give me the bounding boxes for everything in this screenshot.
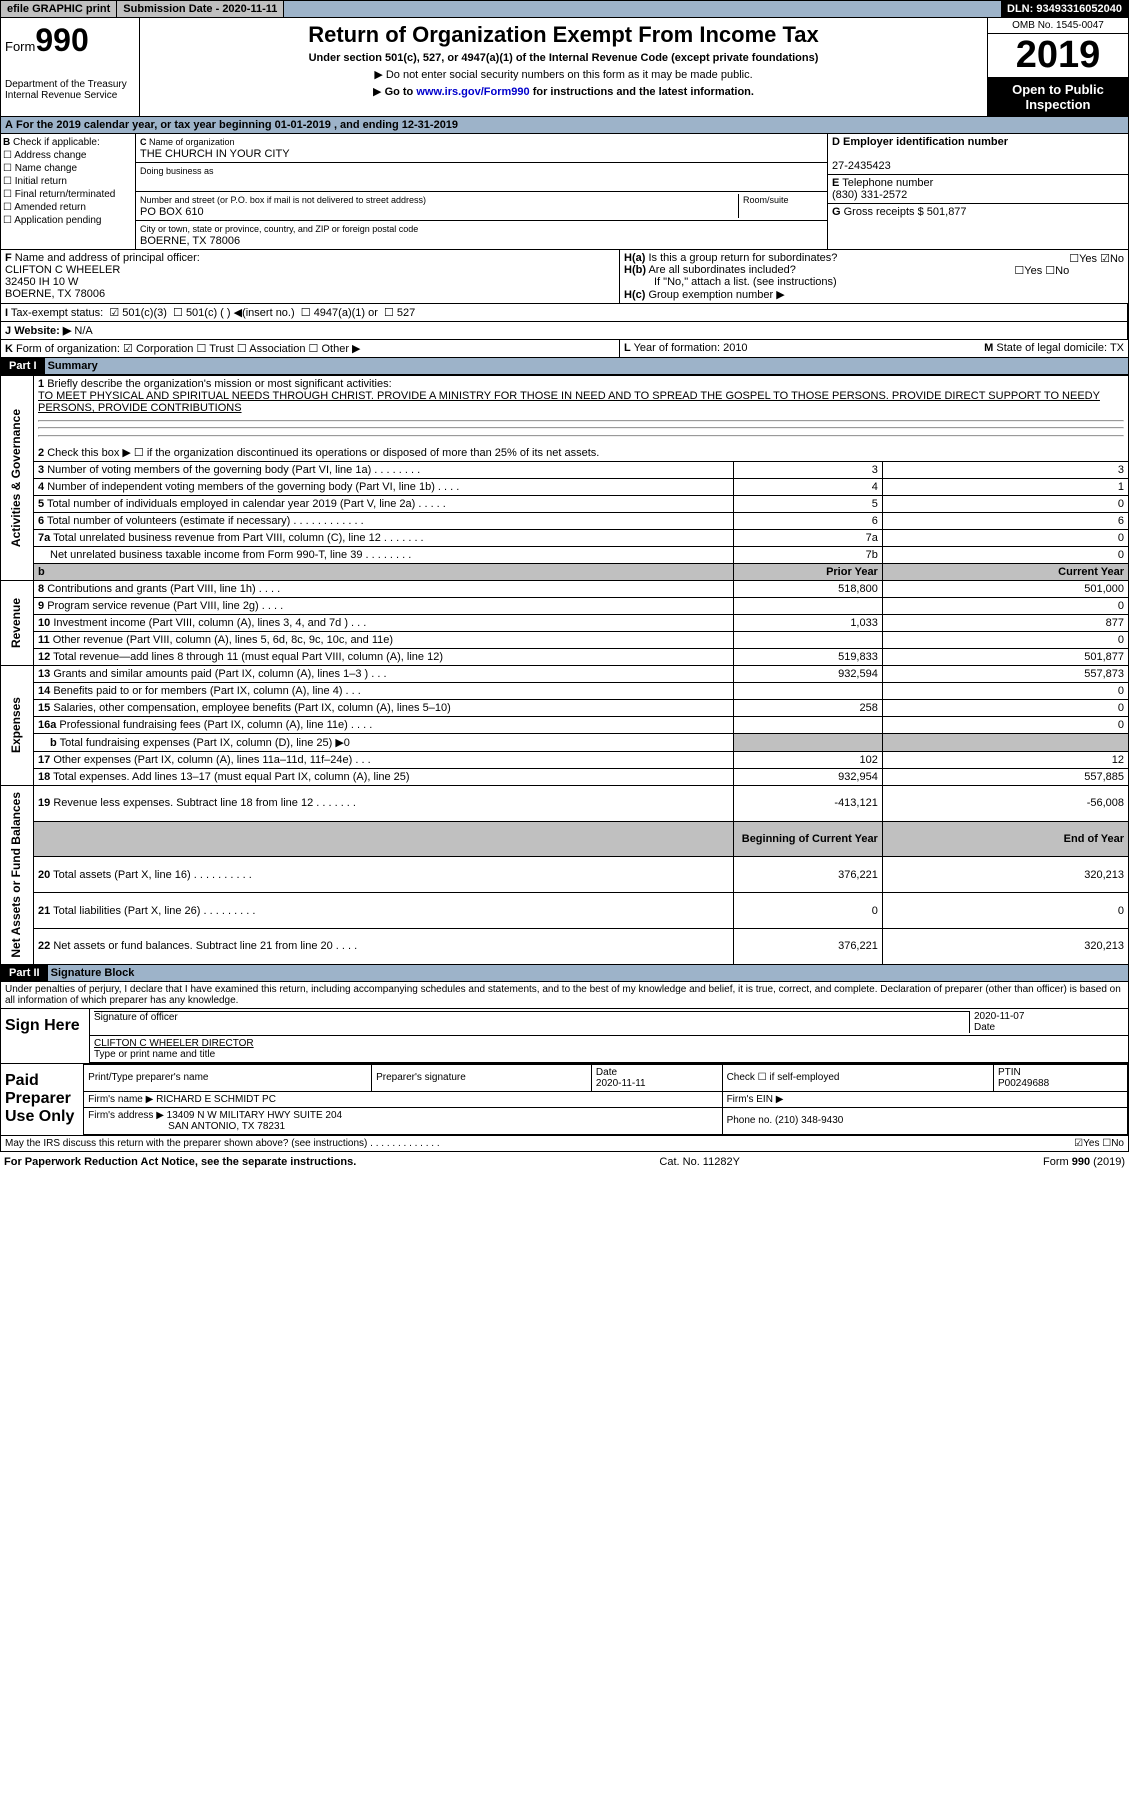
cal-year: A For the 2019 calendar year, or tax yea…	[1, 117, 1128, 133]
h-b: H(b) Are all subordinates included?☐Yes …	[624, 264, 1124, 276]
ssn-note: Do not enter social security numbers on …	[144, 68, 983, 81]
ptin: P00249688	[998, 1078, 1049, 1089]
officer-name: CLIFTON C WHEELER DIRECTOR	[94, 1038, 254, 1049]
v7a: 0	[882, 530, 1128, 547]
cy8: 501,000	[882, 581, 1128, 598]
org-city: BOERNE, TX 78006	[140, 235, 240, 247]
ck-amend[interactable]: ☐ Amended return	[3, 201, 133, 214]
paid-prep: Paid Preparer Use Only	[1, 1064, 83, 1135]
v4: 1	[882, 479, 1128, 496]
officer: F Name and address of principal officer:…	[1, 250, 620, 303]
form-org: K Form of organization: ☑ Corporation ☐ …	[1, 340, 620, 357]
firm-phone: (210) 348-9430	[775, 1115, 843, 1126]
h-a: H(a) Is this a group return for subordin…	[624, 252, 1124, 264]
catno: Cat. No. 11282Y	[659, 1156, 740, 1168]
py8: 518,800	[733, 581, 882, 598]
subtitle: Under section 501(c), 527, or 4947(a)(1)…	[144, 52, 983, 64]
pra: For Paperwork Reduction Act Notice, see …	[4, 1156, 356, 1168]
public-badge: Open to Public Inspection	[988, 78, 1128, 116]
ck-final[interactable]: ☐ Final return/terminated	[3, 188, 133, 201]
ck-init[interactable]: ☐ Initial return	[3, 175, 133, 188]
ck-pend[interactable]: ☐ Application pending	[3, 214, 133, 227]
ck-name[interactable]: ☐ Name change	[3, 162, 133, 175]
h-c: H(c) Group exemption number ▶	[624, 288, 1124, 301]
h-b2: If "No," attach a list. (see instruction…	[624, 276, 1124, 288]
sign-here: Sign Here	[1, 1009, 89, 1063]
part1: Part I	[1, 358, 45, 374]
ein: 27-2435423	[832, 160, 891, 172]
part1-title: Summary	[48, 360, 98, 372]
part2-title: Signature Block	[51, 967, 135, 979]
org-addr: PO BOX 610	[140, 206, 204, 218]
org-name: THE CHURCH IN YOUR CITY	[140, 148, 290, 160]
website: J Website: ▶ N/A	[1, 322, 1128, 339]
dln: DLN: 93493316052040	[1001, 1, 1128, 17]
v3: 3	[882, 462, 1128, 479]
v7b: 0	[882, 547, 1128, 564]
irs-link[interactable]: www.irs.gov/Form990	[416, 86, 529, 98]
check-applicable: B Check if applicable:	[3, 136, 133, 149]
sec-na: Net Assets or Fund Balances	[5, 788, 27, 962]
declaration: Under penalties of perjury, I declare th…	[1, 982, 1128, 1008]
v5: 0	[882, 496, 1128, 513]
hdr-fill	[284, 1, 1001, 17]
firm-name: RICHARD E SCHMIDT PC	[156, 1094, 276, 1105]
form-id: Form990 Department of the TreasuryIntern…	[1, 18, 140, 116]
omb: OMB No. 1545-0047	[988, 18, 1128, 34]
sec-exp: Expenses	[5, 693, 27, 757]
subdate-btn[interactable]: Submission Date - 2020-11-11	[117, 1, 284, 17]
efile-btn[interactable]: efile GRAPHIC print	[1, 1, 117, 17]
sec-ag: Activities & Governance	[5, 405, 27, 551]
form-foot: Form 990 (2019)	[1043, 1156, 1125, 1168]
tax-exempt: I Tax-exempt status: ☑ 501(c)(3) ☐ 501(c…	[1, 304, 1128, 321]
phone: (830) 331-2572	[832, 189, 907, 201]
tax-year: 2019	[988, 34, 1128, 78]
mission: TO MEET PHYSICAL AND SPIRITUAL NEEDS THR…	[38, 390, 1100, 414]
page-title: Return of Organization Exempt From Incom…	[144, 22, 983, 48]
sec-rev: Revenue	[5, 594, 27, 652]
v6: 6	[882, 513, 1128, 530]
l2: Check this box ▶ ☐ if the organization d…	[47, 447, 599, 459]
link-note: Go to www.irs.gov/Form990 for instructio…	[144, 85, 983, 98]
gross: 501,877	[927, 206, 967, 218]
part2: Part II	[1, 965, 48, 981]
ck-addr[interactable]: ☐ Address change	[3, 149, 133, 162]
